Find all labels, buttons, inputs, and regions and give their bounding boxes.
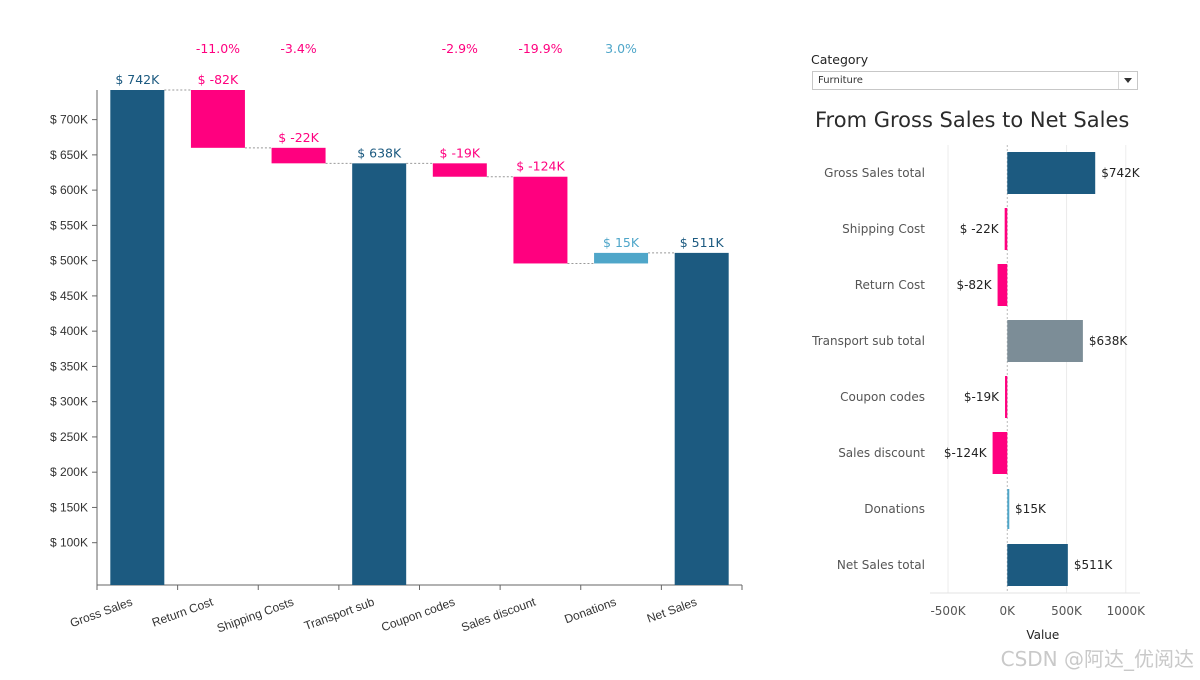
hbar-transport-sub-total (1007, 320, 1083, 362)
x-tick-label: 500K (1051, 604, 1083, 618)
percent-change-label: -11.0% (196, 41, 240, 56)
percent-change-label: -19.9% (518, 41, 562, 56)
row-label: Net Sales total (837, 558, 925, 572)
watermark: CSDN @阿达_优阅达 (1000, 647, 1194, 671)
bar-return-cost (190, 90, 245, 148)
x-tick-label: Transport sub (302, 595, 376, 633)
hbar-value-label: $638K (1089, 334, 1129, 348)
category-filter-dropdown[interactable]: Furniture (812, 71, 1138, 90)
x-tick-label: Gross Sales (68, 595, 134, 631)
bar-value-label: $ -22K (278, 130, 319, 145)
bar-shipping-costs (271, 147, 326, 164)
y-tick-label: $ 200K (50, 465, 88, 479)
bar-coupon-codes (432, 163, 487, 177)
hbar-shipping-cost (1004, 208, 1008, 250)
x-tick-label: Shipping Costs (215, 595, 296, 636)
bar-value-label: $ 742K (115, 72, 160, 87)
x-tick-label: Return Cost (150, 594, 216, 629)
bar-value-label: $ -124K (516, 159, 565, 174)
bar-value-label: $ -19K (440, 145, 481, 160)
y-tick-label: $ 550K (50, 218, 88, 232)
row-label: Gross Sales total (824, 166, 925, 180)
chevron-down-icon[interactable] (1118, 72, 1137, 89)
y-tick-label: $ 350K (50, 359, 88, 373)
y-tick-label: $ 650K (50, 148, 88, 162)
bar-sales-discount (513, 176, 568, 264)
hbar-net-sales-total (1007, 544, 1068, 586)
y-tick-label: $ 500K (50, 254, 88, 268)
bar-gross-sales (110, 90, 165, 585)
y-tick-label: $ 700K (50, 113, 88, 127)
x-tick-label: Donations (563, 595, 619, 627)
row-label: Shipping Cost (842, 222, 925, 236)
x-tick-label: 0K (1000, 604, 1017, 618)
x-tick-label: 1000K (1107, 604, 1147, 618)
category-filter-value: Furniture (818, 75, 863, 86)
x-tick-label: Sales discount (459, 594, 538, 634)
panel-title: From Gross Sales to Net Sales (815, 108, 1130, 132)
row-label: Sales discount (838, 446, 925, 460)
y-tick-label: $ 400K (50, 324, 88, 338)
y-tick-label: $ 300K (50, 395, 88, 409)
bar-value-label: $ -82K (198, 72, 239, 87)
y-tick-label: $ 450K (50, 289, 88, 303)
bar-value-label: $ 511K (680, 235, 725, 250)
y-tick-label: $ 100K (50, 536, 88, 550)
bar-value-label: $ 638K (357, 145, 402, 160)
waterfall-chart: $ 100K $ 150K $ 200K $ 250K $ 300K $ 350K $ 40… (50, 41, 743, 636)
y-tick-label: $ 250K (50, 430, 88, 444)
hbar-value-label: $-124K (944, 446, 988, 460)
y-tick-label: $ 600K (50, 183, 88, 197)
percent-change-label: -2.9% (442, 41, 478, 56)
hbar-coupon-codes (1005, 376, 1008, 418)
row-label: Transport sub total (811, 334, 925, 348)
row-label: Return Cost (855, 278, 926, 292)
category-filter-label: Category (811, 52, 869, 67)
bar-net-sales (674, 252, 729, 585)
hbar-value-label: $742K (1101, 166, 1141, 180)
hbar-donations (1007, 489, 1010, 529)
hbar-gross-sales-total (1007, 152, 1096, 194)
x-tick-label: Coupon codes (379, 595, 457, 635)
x-axis-title: Value (1026, 628, 1059, 640)
hbar-return-cost (997, 264, 1008, 306)
row-label: Donations (864, 502, 925, 516)
x-tick-label: -500K (930, 604, 966, 618)
x-tick-label: Net Sales (645, 595, 699, 626)
horizontal-bar-chart: -500K 0K 500K 1000K Value Gross Sales total $7… (811, 145, 1147, 640)
bar-value-label: $ 15K (603, 235, 640, 250)
hbar-sales-discount (992, 432, 1008, 474)
hbar-value-label: $511K (1074, 558, 1114, 572)
y-tick-label: $ 150K (50, 500, 88, 514)
hbar-value-label: $-19K (964, 390, 1000, 404)
bar-transport-sub (352, 163, 407, 586)
hbar-value-label: $ -22K (960, 222, 1000, 236)
hbar-value-label: $-82K (956, 278, 992, 292)
percent-change-label: -3.4% (280, 41, 316, 56)
percent-change-label: 3.0% (605, 41, 637, 56)
bar-donations (594, 252, 649, 264)
row-label: Coupon codes (840, 390, 925, 404)
hbar-value-label: $15K (1015, 502, 1047, 516)
